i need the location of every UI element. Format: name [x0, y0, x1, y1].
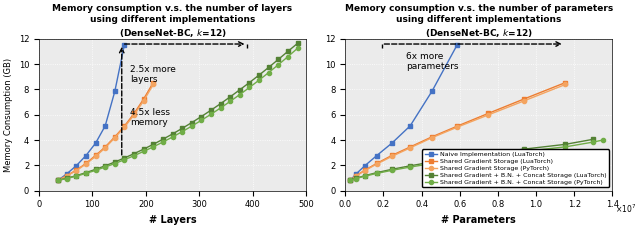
Text: 2.5x more
layers: 2.5x more layers	[130, 65, 175, 84]
Y-axis label: Memory Consumption (GB): Memory Consumption (GB)	[4, 58, 13, 172]
Text: 4.5x less
memory: 4.5x less memory	[130, 108, 170, 127]
Legend: Naive Implementation (LuaTorch), Shared Gradient Storage (LuaTorch), Shared Grad: Naive Implementation (LuaTorch), Shared …	[422, 149, 609, 187]
Title: Memory consumption v.s. the number of layers
using different implementations
(De: Memory consumption v.s. the number of la…	[52, 4, 292, 39]
Text: $\times 10^7$: $\times 10^7$	[615, 203, 636, 215]
X-axis label: # Parameters: # Parameters	[442, 215, 516, 225]
Title: Memory consumption v.s. the number of parameters
using different implementations: Memory consumption v.s. the number of pa…	[345, 4, 613, 39]
Text: 6x more
parameters: 6x more parameters	[406, 52, 459, 71]
X-axis label: # Layers: # Layers	[148, 215, 196, 225]
